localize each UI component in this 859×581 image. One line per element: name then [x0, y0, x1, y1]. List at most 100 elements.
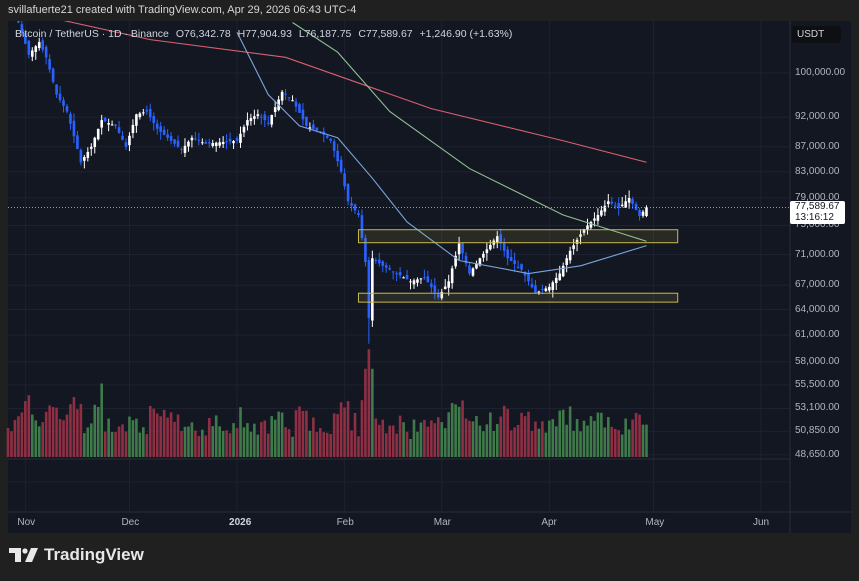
candle-body: [301, 109, 305, 120]
volume-bar: [152, 408, 156, 457]
candle-body: [551, 282, 555, 291]
candle-body: [596, 214, 600, 221]
candle-body: [631, 199, 634, 204]
volume-bar: [312, 417, 315, 457]
volume-bar: [228, 433, 232, 457]
volume-bar: [530, 430, 534, 457]
volume-bar: [554, 426, 558, 457]
volume-bar: [72, 397, 76, 457]
candle-body: [343, 173, 346, 187]
volume-bar: [277, 411, 280, 457]
candle-body: [506, 249, 509, 259]
volume-bar: [339, 402, 343, 457]
volume-bar: [103, 431, 107, 457]
candle-body: [148, 108, 152, 118]
volume-bar: [544, 432, 548, 457]
volume-bar: [447, 412, 450, 457]
volume-bar: [183, 426, 187, 457]
price-tick: 61,000.00: [795, 328, 840, 340]
candle-body: [513, 260, 516, 264]
volume-bar: [593, 420, 596, 457]
volume-bar: [180, 431, 183, 457]
chart-panel[interactable]: [8, 21, 851, 533]
candle-body: [173, 139, 176, 144]
volume-bar: [336, 414, 339, 457]
candle-body: [62, 100, 65, 106]
currency-unit-button[interactable]: USDT: [792, 26, 841, 43]
candle-body: [346, 183, 350, 202]
volume-bar: [516, 424, 520, 457]
volume-bar: [409, 438, 412, 457]
candle-body: [242, 126, 246, 133]
volume-bar: [79, 403, 83, 457]
volume-bar: [83, 433, 86, 457]
candle-body: [124, 142, 128, 147]
candle-body: [30, 50, 34, 57]
volume-bar: [148, 405, 152, 457]
candle-body: [44, 46, 48, 58]
candle-body: [51, 68, 55, 82]
volume-bar: [30, 414, 34, 457]
candles: [10, 8, 648, 344]
volume-bar: [443, 428, 447, 457]
candle-body: [65, 106, 69, 112]
candle-body: [76, 135, 79, 150]
candle-body: [273, 107, 277, 113]
current-price-label: 77,589.67 13:16:12: [790, 201, 845, 224]
candle-body: [350, 203, 353, 206]
volume-bar: [110, 432, 114, 457]
volume-bar: [301, 410, 305, 457]
volume-bar: [65, 414, 69, 457]
candle-body: [360, 215, 364, 238]
volume-bar: [350, 430, 353, 457]
candle-body: [291, 100, 294, 102]
volume-bar: [194, 430, 197, 457]
volume-bar: [461, 400, 464, 457]
volume-bar: [367, 349, 371, 457]
volume-bar: [17, 416, 20, 457]
volume-bar: [197, 435, 201, 457]
symbol-label[interactable]: Bitcoin / TetherUS · 1D · Binance: [15, 28, 169, 40]
candle-body: [374, 259, 378, 261]
volume-bar: [62, 420, 65, 457]
volume-bar: [280, 412, 284, 457]
price-tick: 83,000.00: [795, 165, 840, 177]
candle-body: [27, 40, 31, 55]
candle-body: [114, 124, 117, 126]
candle-body: [638, 209, 641, 217]
candle-body: [169, 135, 173, 141]
candle-body: [218, 142, 221, 146]
candle-body: [457, 243, 461, 255]
ma-line-ma100: [292, 22, 647, 242]
volume-bar: [93, 404, 97, 457]
candle-body: [10, 8, 13, 12]
volume-bar: [329, 433, 333, 457]
price-tick: 55,500.00: [795, 379, 840, 391]
candle-body: [423, 277, 426, 279]
volume-bar: [624, 418, 627, 457]
candle-body: [176, 140, 180, 147]
volume-bar: [96, 406, 100, 457]
candle-body: [69, 113, 72, 124]
candle-body: [93, 137, 97, 148]
candle-body: [266, 122, 270, 124]
ma-line-ma50: [236, 31, 647, 275]
candle-body: [86, 151, 90, 158]
candle-body: [381, 261, 385, 266]
candle-body: [201, 142, 204, 144]
volume-bar: [263, 420, 267, 457]
candle-body: [17, 21, 20, 23]
candle-body: [645, 207, 648, 217]
volume-bar: [55, 407, 58, 457]
price-tick: 67,000.00: [795, 279, 840, 291]
volume-bar: [527, 411, 530, 457]
candle-body: [72, 120, 76, 137]
volume-bar: [190, 422, 194, 457]
volume-bar: [315, 432, 319, 457]
candle-body: [561, 265, 565, 277]
price-tick: 92,000.00: [795, 111, 840, 123]
volume-bar: [568, 406, 572, 457]
candle-body: [398, 272, 402, 276]
volume-bar: [377, 424, 381, 457]
